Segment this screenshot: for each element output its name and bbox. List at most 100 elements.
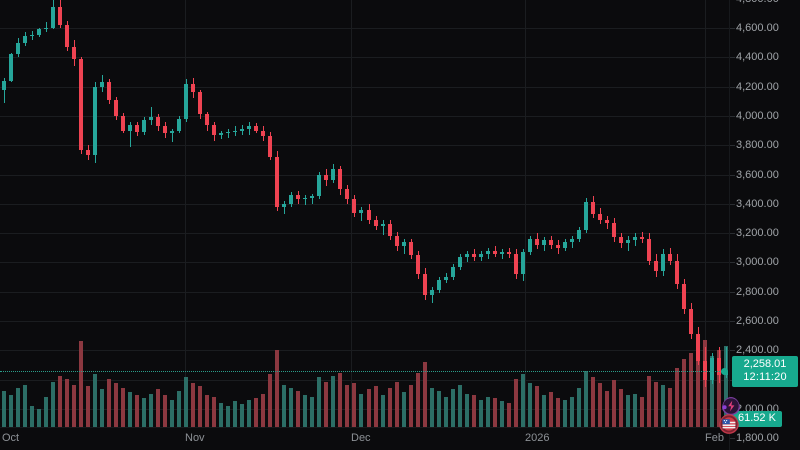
price-tick-mark [730,145,735,146]
price-tick-label: 2,400.00 [736,344,779,357]
volume-bar [458,384,462,428]
candle-body [367,209,371,220]
time-axis[interactable]: Oct Nov Dec 2026 Feb [0,427,730,450]
volume-bar [514,378,518,428]
candle-body [338,168,342,190]
candle-body [451,266,455,278]
grid-line-vertical [525,0,526,428]
candle-body [703,360,707,380]
volume-bar [633,393,637,428]
candle-body [479,253,483,257]
volume-bar [479,399,483,428]
volume-bar [430,387,434,428]
volume-bar [647,375,651,428]
price-tick-mark [730,321,735,322]
candle-body [633,237,637,241]
volume-bar [507,402,511,428]
volume-bar [275,350,279,428]
grid-line-horizontal [0,292,730,293]
candle-body [86,149,90,156]
candle-wick [361,206,362,222]
candle-body [247,126,251,130]
price-tick-mark [730,350,735,351]
candle-body [149,117,153,121]
volume-bar [612,380,616,428]
candle-body [163,126,167,134]
current-price-badge[interactable]: 2,258.01 12:11:20 [732,356,798,388]
price-tick-label: 2,800.00 [736,285,779,298]
price-axis[interactable]: 2,258.01 12:11:20 61.52 K 4,800.00 4,600.… [729,0,800,450]
volume-bar [626,395,630,428]
candle-body [44,28,48,30]
volume-bar [233,401,237,428]
volume-bar [135,395,139,428]
volume-bar [668,387,672,428]
candle-body [402,241,406,247]
grid-line-horizontal [0,175,730,176]
volume-bar [149,393,153,428]
volume-bar [184,377,188,428]
volume-bar [44,396,48,428]
candle-wick [130,121,131,147]
candle-body [465,253,469,257]
volume-bar [303,395,307,428]
candle-body [409,241,413,256]
candle-body [317,174,321,197]
candle-body [72,47,76,59]
volume-bar [156,389,160,428]
time-tick-label: Nov [185,432,205,444]
volume-bar [107,378,111,428]
volume-bar [598,383,602,428]
candle-body [114,99,118,116]
candle-body [254,126,258,131]
volume-bar [359,393,363,428]
candle-body [352,199,356,213]
price-tick-mark [730,438,735,439]
grid-line-horizontal [0,380,730,381]
grid-line-vertical [185,0,186,428]
flag-badge-icon[interactable] [719,414,739,439]
volume-bar [324,381,328,428]
volume-bar [163,395,167,428]
volume-bar [374,386,378,428]
candle-body [535,238,539,245]
volume-bar [563,399,567,428]
candle-wick [467,250,468,263]
volume-bar [528,383,532,428]
candle-body [381,224,385,226]
candle-body [16,42,20,55]
volume-bar [689,353,693,428]
candle-body [282,203,286,207]
candle-body [296,195,300,200]
volume-bar [591,377,595,428]
chart-plot-area[interactable] [0,0,730,428]
time-tick-label: Oct [2,432,20,444]
volume-bar [317,377,321,428]
candle-body [430,290,434,295]
current-price-line [0,371,730,373]
candle-wick [4,77,5,103]
volume-bar [338,372,342,428]
candle-body [619,237,623,244]
candle-body [79,58,83,150]
grid-line-horizontal [0,116,730,117]
candle-body [605,219,609,223]
candle-wick [488,247,489,260]
candle-wick [46,22,47,33]
volume-bar [170,399,174,428]
price-tick-mark [730,28,735,29]
volume-bar [37,408,41,428]
volume-bar [345,384,349,428]
volume-bar [619,389,623,428]
volume-bar [367,389,371,428]
candle-body [542,240,546,245]
time-tick-label: Feb [705,432,724,444]
grid-line-vertical [351,0,352,428]
grid-line-horizontal [0,57,730,58]
candle-body [2,80,6,90]
volume-bar [100,389,104,428]
candle-wick [312,193,313,204]
candle-body [521,252,525,275]
current-volume-badge[interactable]: 61.52 K [732,411,782,427]
